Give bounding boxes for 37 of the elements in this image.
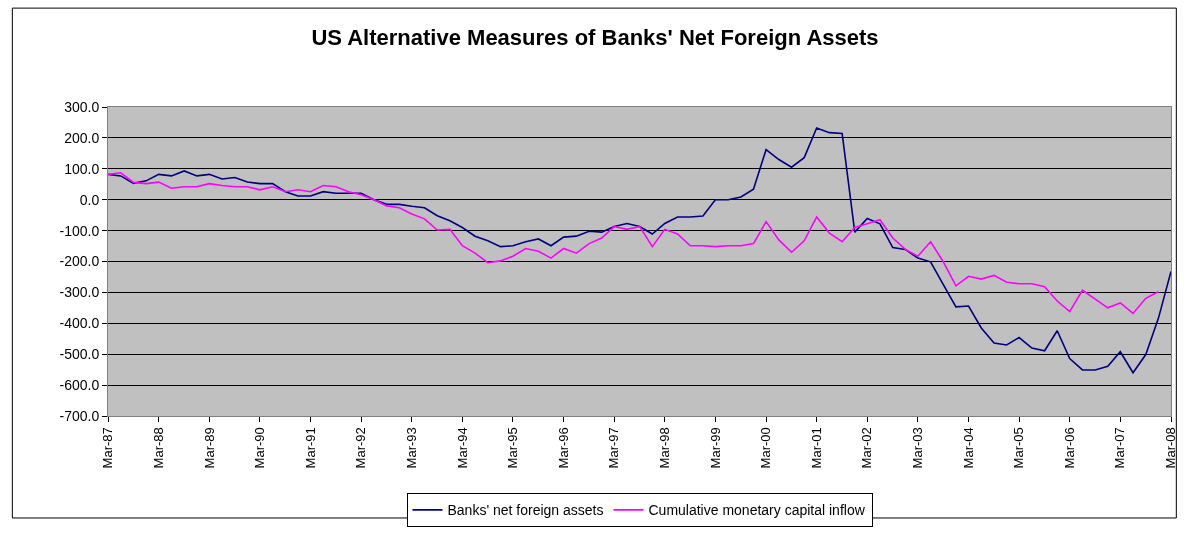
y-tick-label: -400.0 <box>59 315 100 332</box>
y-tick-label: -100.0 <box>59 222 100 239</box>
y-tick-label: 100.0 <box>64 160 100 177</box>
y-tick-label: 0.0 <box>79 191 100 208</box>
legend-label: Banks' net foreign assets <box>447 502 604 519</box>
x-tick-label: Mar-99 <box>707 427 723 469</box>
x-tick-label: Mar-00 <box>758 427 774 469</box>
x-tick-label: Mar-93 <box>403 427 419 469</box>
x-tick-label: Mar-02 <box>859 427 875 469</box>
line-series <box>108 172 1160 315</box>
x-tick-label: Mar-88 <box>150 427 166 469</box>
y-tick-label: -300.0 <box>59 284 100 301</box>
y-tick-label: -500.0 <box>59 346 100 363</box>
x-tick-label: Mar-05 <box>1011 427 1027 469</box>
x-tick-label: Mar-90 <box>252 427 268 469</box>
y-tick-label: 300.0 <box>64 98 100 115</box>
x-tick-label: Mar-01 <box>808 427 824 469</box>
x-tick-label: Mar-94 <box>454 427 470 469</box>
x-tick-label: Mar-08 <box>1163 427 1179 469</box>
legend-label: Cumulative monetary capital inflow <box>648 502 866 519</box>
x-tick-label: Mar-91 <box>302 427 318 469</box>
x-tick-label: Mar-95 <box>505 427 521 469</box>
chart-title: US Alternative Measures of Banks' Net Foreign Assets <box>311 25 879 51</box>
x-tick-label: Mar-98 <box>657 427 673 469</box>
x-tick-label: Mar-06 <box>1061 427 1077 469</box>
y-tick-label: -600.0 <box>59 377 100 393</box>
x-tick-label: Mar-07 <box>1112 427 1128 469</box>
y-tick-label: -200.0 <box>59 253 100 270</box>
x-tick-label: Mar-89 <box>201 427 217 469</box>
y-tick-label: 200.0 <box>64 129 100 146</box>
x-tick-label: Mar-97 <box>606 427 622 469</box>
x-tick-label: Mar-03 <box>910 427 926 469</box>
y-tick-label: -700.0 <box>59 407 100 424</box>
x-tick-label: Mar-87 <box>100 427 116 469</box>
x-tick-label: Mar-04 <box>960 427 976 469</box>
x-tick-label: Mar-96 <box>555 427 571 469</box>
x-tick-label: Mar-92 <box>353 427 369 469</box>
